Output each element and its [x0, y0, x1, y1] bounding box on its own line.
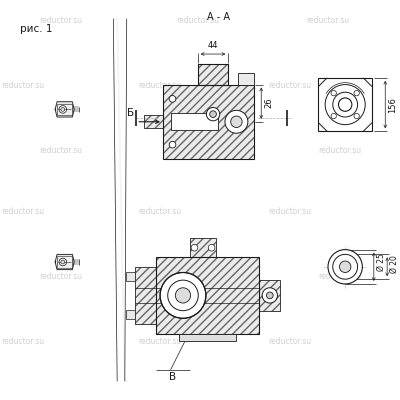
Bar	[135, 267, 156, 324]
Text: A - A: A - A	[207, 12, 230, 22]
Bar	[198, 64, 228, 84]
Circle shape	[206, 108, 220, 121]
Text: В: В	[170, 372, 176, 382]
Bar	[170, 113, 218, 130]
Text: reductor.su: reductor.su	[177, 272, 220, 281]
Circle shape	[169, 96, 176, 102]
Text: reductor.su: reductor.su	[318, 146, 361, 155]
Circle shape	[331, 113, 336, 119]
Circle shape	[331, 90, 336, 96]
Bar	[190, 238, 216, 257]
Circle shape	[175, 288, 191, 303]
Circle shape	[231, 116, 242, 128]
Text: reductor.su: reductor.su	[39, 146, 82, 155]
Bar	[57, 256, 72, 268]
Polygon shape	[55, 102, 74, 117]
Text: рис. 1: рис. 1	[20, 24, 52, 34]
Text: reductor.su: reductor.su	[138, 207, 182, 216]
Circle shape	[354, 113, 359, 119]
Bar	[135, 267, 156, 324]
Circle shape	[191, 244, 198, 251]
Text: reductor.su: reductor.su	[177, 146, 220, 155]
Text: reductor.su: reductor.su	[177, 16, 220, 25]
Bar	[126, 272, 135, 281]
Text: reductor.su: reductor.su	[268, 337, 312, 346]
Bar	[179, 334, 236, 341]
Text: reductor.su: reductor.su	[318, 272, 361, 281]
Polygon shape	[55, 254, 74, 270]
Text: Ø 20: Ø 20	[390, 255, 399, 273]
Bar	[57, 104, 72, 115]
Circle shape	[169, 141, 176, 148]
Circle shape	[160, 272, 206, 318]
Circle shape	[208, 244, 215, 251]
Circle shape	[210, 111, 216, 118]
Text: 44: 44	[208, 41, 218, 50]
Bar	[144, 115, 163, 128]
Text: Ø 25: Ø 25	[377, 253, 386, 271]
Circle shape	[61, 260, 65, 264]
Text: 156: 156	[388, 97, 397, 112]
Text: reductor.su: reductor.su	[268, 207, 312, 216]
Bar	[126, 310, 135, 319]
Bar	[144, 115, 163, 128]
Text: reductor.su: reductor.su	[39, 16, 82, 25]
Bar	[156, 257, 259, 334]
Text: reductor.su: reductor.su	[39, 272, 82, 281]
Bar	[238, 73, 254, 84]
Bar	[190, 238, 216, 257]
Bar	[163, 84, 254, 159]
Circle shape	[340, 261, 351, 272]
Text: reductor.su: reductor.su	[268, 81, 312, 90]
Bar	[259, 280, 280, 311]
Bar	[318, 78, 372, 131]
Text: reductor.su: reductor.su	[1, 337, 44, 346]
Circle shape	[328, 250, 362, 284]
Bar	[198, 64, 228, 84]
Text: 26: 26	[264, 98, 273, 108]
Circle shape	[225, 110, 248, 133]
Text: Б: Б	[127, 108, 134, 118]
Bar	[163, 84, 254, 159]
Circle shape	[266, 292, 273, 299]
Circle shape	[61, 108, 65, 111]
Text: reductor.su: reductor.su	[1, 207, 44, 216]
Circle shape	[354, 90, 359, 96]
Text: reductor.su: reductor.su	[138, 81, 182, 90]
Text: reductor.su: reductor.su	[306, 16, 350, 25]
Circle shape	[262, 288, 278, 303]
Polygon shape	[113, 19, 128, 381]
Text: reductor.su: reductor.su	[138, 337, 182, 346]
Bar	[156, 257, 259, 334]
Bar	[259, 280, 280, 311]
Text: reductor.su: reductor.su	[1, 81, 44, 90]
